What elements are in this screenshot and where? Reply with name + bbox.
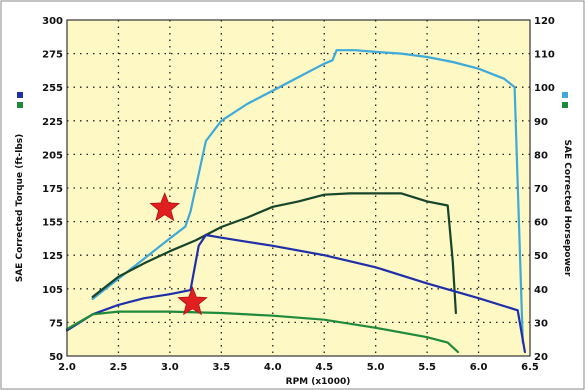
left-tick-label: 50 bbox=[49, 352, 63, 363]
grid bbox=[67, 20, 530, 356]
right-tick-label: 80 bbox=[534, 150, 548, 161]
left-tick-label: 175 bbox=[42, 184, 63, 195]
series-line-1 bbox=[91, 49, 524, 344]
x-tick-label: 5.5 bbox=[418, 362, 436, 373]
annotation-layer bbox=[149, 192, 208, 316]
red-star-marker bbox=[177, 286, 208, 316]
x-tick-label: 2.5 bbox=[110, 362, 128, 373]
right-tick-label: 30 bbox=[534, 318, 548, 329]
right-tick-label: 70 bbox=[534, 184, 548, 195]
left-tick-label: 300 bbox=[42, 16, 63, 27]
left-axis-label: SAE Corrected Torque (ft-lbs) bbox=[15, 134, 25, 283]
left-tick-labels: 50 75 105 125 155 175 205 225 255 275 300 bbox=[42, 16, 63, 363]
right-tick-label: 40 bbox=[534, 285, 548, 296]
series-line-2 bbox=[91, 192, 457, 315]
x-tick-label: 6.5 bbox=[521, 362, 539, 373]
left-tick-label: 255 bbox=[42, 83, 63, 94]
left-tick-label: 155 bbox=[42, 218, 63, 229]
x-tick-label: 3.0 bbox=[161, 362, 179, 373]
x-tick-label: 2.0 bbox=[58, 362, 76, 373]
right-tick-label: 90 bbox=[534, 117, 548, 128]
left-tick-label: 225 bbox=[42, 117, 63, 128]
legend-swatch-right bbox=[562, 92, 568, 98]
legend-swatch-left bbox=[17, 102, 23, 108]
x-tick-label: 4.5 bbox=[315, 362, 333, 373]
left-tick-label: 105 bbox=[42, 285, 63, 296]
legend-swatch-left bbox=[17, 92, 23, 98]
x-tick-label: 5.0 bbox=[367, 362, 385, 373]
series-line-3 bbox=[65, 233, 527, 354]
right-tick-label: 120 bbox=[534, 16, 555, 27]
right-tick-label: 60 bbox=[534, 218, 548, 229]
x-tick-labels: 2.0 2.5 3.0 3.5 4.0 4.5 5.0 5.5 6.0 6.5 bbox=[58, 362, 539, 373]
left-tick-label: 75 bbox=[49, 318, 63, 329]
right-tick-label: 110 bbox=[534, 50, 555, 61]
x-tick-label: 4.0 bbox=[264, 362, 282, 373]
plot-background bbox=[67, 20, 530, 356]
x-tick-label: 6.0 bbox=[470, 362, 488, 373]
right-tick-labels: 20 30 40 50 60 70 80 90 100 110 120 bbox=[534, 16, 555, 363]
right-tick-label: 20 bbox=[534, 352, 548, 363]
series-line-4 bbox=[65, 310, 460, 354]
plot-border bbox=[66, 19, 531, 357]
series-layer bbox=[65, 49, 527, 354]
left-tick-label: 205 bbox=[42, 150, 63, 161]
right-tick-label: 100 bbox=[534, 83, 555, 94]
legend bbox=[17, 92, 568, 108]
legend-swatch-right bbox=[562, 102, 568, 108]
right-axis-label: SAE Corrected Horsepower bbox=[562, 140, 572, 277]
x-tick-label: 3.5 bbox=[212, 362, 230, 373]
left-tick-label: 125 bbox=[42, 251, 63, 262]
right-tick-label: 50 bbox=[534, 251, 548, 262]
left-tick-label: 275 bbox=[42, 50, 63, 61]
x-axis-label: RPM (x1000) bbox=[286, 377, 351, 387]
red-star-marker bbox=[149, 192, 181, 222]
